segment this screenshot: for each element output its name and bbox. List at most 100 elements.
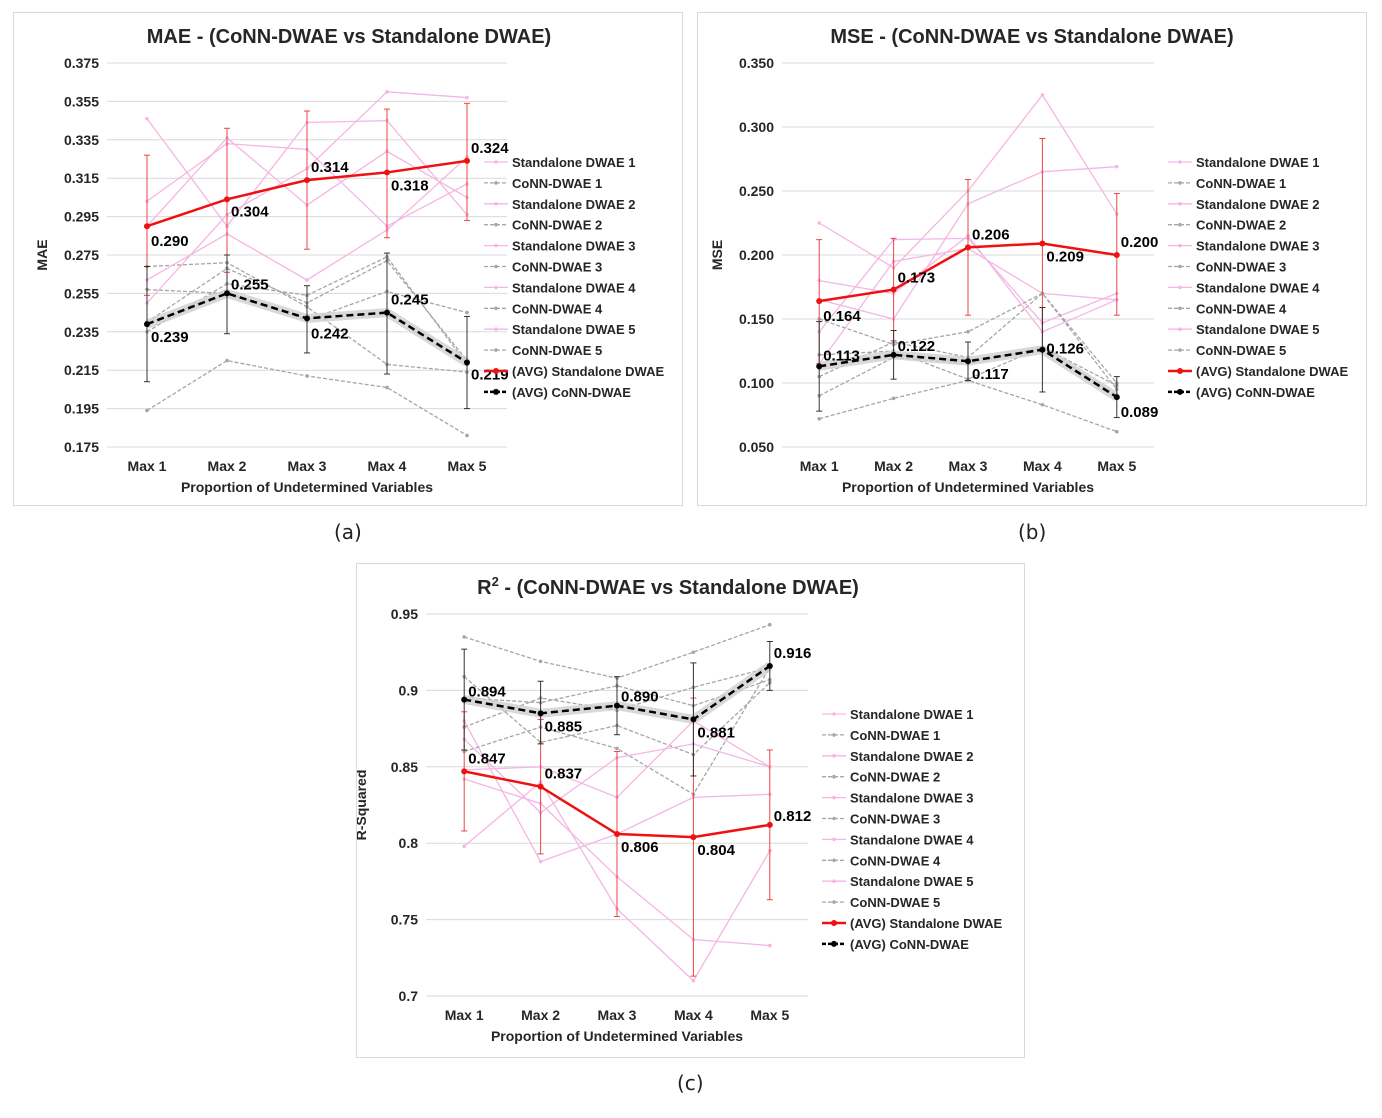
y-tick-label: 0.200 <box>739 247 774 263</box>
series-point-avg <box>614 702 620 709</box>
series-point <box>966 330 970 334</box>
y-tick-label: 0.8 <box>399 835 419 851</box>
series-point <box>817 417 821 421</box>
x-tick-label: Max 3 <box>598 1007 637 1023</box>
caption-b: (b) <box>1018 520 1047 544</box>
legend-marker <box>832 774 836 779</box>
legend-marker <box>831 940 837 947</box>
series-point-avg <box>965 358 971 365</box>
x-tick-label: Max 3 <box>949 458 988 474</box>
data-label: 0.804 <box>697 842 735 859</box>
x-axis-title: Proportion of Undetermined Variables <box>181 479 433 495</box>
y-tick-label: 0.255 <box>64 285 99 301</box>
y-tick-label: 0.315 <box>64 170 99 186</box>
legend-label: Standalone DWAE 2 <box>512 197 636 212</box>
data-label: 0.890 <box>621 689 659 706</box>
legend-marker <box>494 181 498 185</box>
data-label: 0.239 <box>151 329 189 346</box>
legend-label: CoNN-DWAE 2 <box>850 770 940 785</box>
y-tick-label: 0.250 <box>739 183 774 199</box>
caption-c: (c) <box>677 1071 704 1095</box>
data-label: 0.894 <box>468 684 506 701</box>
chart-mae: MAE - (CoNN-DWAE vs Standalone DWAE) 0.17… <box>34 26 664 495</box>
legend-marker <box>1177 368 1183 374</box>
legend-label: Standalone DWAE 4 <box>512 280 636 295</box>
legend-label: Standalone DWAE 3 <box>850 791 974 806</box>
series-point-avg <box>461 768 468 775</box>
y-tick-label: 0.350 <box>739 55 774 71</box>
data-label: 0.847 <box>468 750 506 767</box>
series-point-avg <box>224 290 230 297</box>
x-tick-label: Max 4 <box>674 1007 713 1023</box>
y-axis-title: MAE <box>34 239 50 270</box>
y-tick-label: 0.85 <box>391 759 418 775</box>
x-axis-title: Proportion of Undetermined Variables <box>842 479 1094 495</box>
data-label: 0.126 <box>1046 341 1084 358</box>
series-point <box>462 844 466 849</box>
data-label: 0.885 <box>545 718 583 735</box>
series-point <box>465 433 469 438</box>
chart-panel-mae: MAE - (CoNN-DWAE vs Standalone DWAE) 0.17… <box>13 12 683 506</box>
legend-label: Standalone DWAE 3 <box>1196 239 1320 254</box>
legend-label: CoNN-DWAE 3 <box>512 260 602 275</box>
legend-marker <box>494 285 498 290</box>
y-tick-label: 0.375 <box>64 55 99 71</box>
x-tick-label: Max 1 <box>128 458 167 474</box>
data-label: 0.200 <box>1121 234 1159 251</box>
legend-marker <box>1178 327 1182 332</box>
legend-label: Standalone DWAE 1 <box>1196 155 1320 170</box>
series-point-avg <box>384 169 390 176</box>
series-point-avg <box>690 834 697 841</box>
data-label: 0.881 <box>697 724 735 741</box>
series-point-avg <box>304 177 310 184</box>
series-point <box>465 310 469 315</box>
y-tick-label: 0.050 <box>739 439 774 455</box>
data-label: 0.219 <box>471 367 509 384</box>
series-point-avg <box>890 351 897 358</box>
legend-marker <box>832 816 836 821</box>
legend-label: (AVG) CoNN-DWAE <box>850 937 969 952</box>
series-point-avg <box>464 359 470 366</box>
data-label: 0.117 <box>972 366 1009 383</box>
legend-label: CoNN-DWAE 3 <box>850 812 940 827</box>
series-line <box>818 292 1118 384</box>
chart-r-squared: R2 - (CoNN-DWAE vs Standalone DWAE) 0.7 0.… <box>353 574 1002 1044</box>
data-label: 0.314 <box>311 159 349 176</box>
legend-marker <box>494 160 498 164</box>
legend-label: CoNN-DWAE 4 <box>512 301 603 316</box>
legend-label: Standalone DWAE 2 <box>850 749 974 764</box>
chart-title: R2 - (CoNN-DWAE vs Standalone DWAE) <box>477 574 859 599</box>
series-point-avg <box>965 244 971 251</box>
data-label: 0.122 <box>898 338 936 355</box>
x-tick-label: Max 4 <box>1023 458 1062 474</box>
series-point <box>891 396 896 401</box>
legend-label: CoNN-DWAE 1 <box>850 728 940 743</box>
series-point <box>465 95 469 100</box>
legend-marker <box>832 712 836 716</box>
series-point-avg <box>537 783 544 790</box>
series-point <box>305 374 309 378</box>
legend-marker <box>1178 348 1182 352</box>
x-tick-label: Max 2 <box>208 458 247 474</box>
series-line <box>819 379 1118 433</box>
legend-marker <box>493 368 499 374</box>
series-point <box>538 859 543 864</box>
x-tick-label: Max 2 <box>874 458 913 474</box>
data-label: 0.812 <box>774 808 812 825</box>
data-label: 0.806 <box>621 839 659 856</box>
series-point <box>305 278 309 282</box>
data-label: 0.304 <box>231 203 269 220</box>
data-label: 0.209 <box>1046 248 1084 265</box>
caption-a: (a) <box>334 520 362 544</box>
series-point <box>691 978 696 983</box>
series-point-avg <box>614 831 620 838</box>
x-tick-label: Max 5 <box>750 1007 789 1023</box>
legend-label: CoNN-DWAE 5 <box>850 895 940 910</box>
series-point-avg <box>890 286 897 293</box>
x-tick-label: Max 1 <box>445 1007 484 1023</box>
legend-marker <box>1178 306 1182 311</box>
legend-label: (AVG) CoNN-DWAE <box>512 385 631 400</box>
legend-marker <box>832 754 836 758</box>
series-point <box>385 90 389 94</box>
series-point <box>1115 164 1119 169</box>
